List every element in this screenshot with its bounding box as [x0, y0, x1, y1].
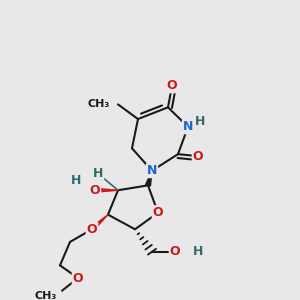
Polygon shape — [95, 188, 118, 192]
Text: H: H — [195, 116, 205, 128]
Text: O: O — [170, 245, 180, 258]
Text: H: H — [71, 174, 81, 187]
Text: CH₃: CH₃ — [35, 291, 57, 300]
Text: N: N — [147, 164, 157, 177]
Text: O: O — [73, 272, 83, 285]
Text: H: H — [93, 167, 103, 180]
Text: O: O — [193, 150, 203, 163]
Text: CH₃: CH₃ — [88, 99, 110, 110]
Text: O: O — [167, 80, 177, 92]
Text: H: H — [193, 245, 203, 258]
Polygon shape — [146, 171, 152, 186]
Text: O: O — [90, 184, 100, 197]
Text: O: O — [153, 206, 163, 219]
Polygon shape — [91, 214, 108, 231]
Text: O: O — [87, 223, 97, 236]
Text: N: N — [183, 120, 193, 133]
